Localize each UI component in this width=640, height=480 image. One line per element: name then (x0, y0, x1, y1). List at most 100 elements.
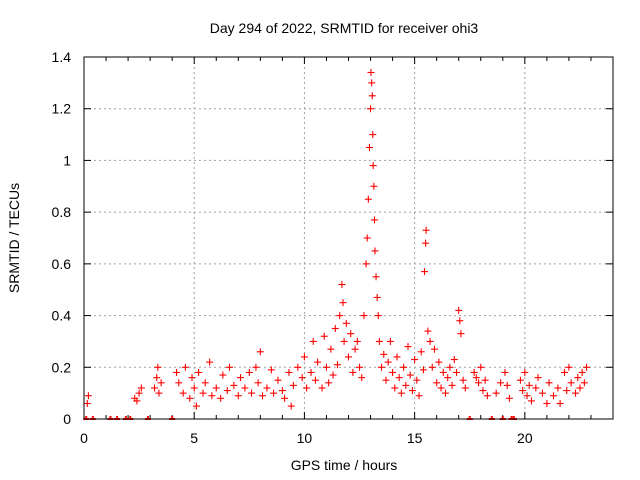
plot-frame (83, 56, 614, 420)
data-point (492, 389, 500, 397)
x-tick-label: 5 (190, 430, 198, 446)
data-point (545, 379, 553, 387)
data-point (340, 337, 348, 345)
data-point (245, 368, 253, 376)
data-point (477, 363, 485, 371)
data-point (256, 348, 264, 356)
data-point (349, 368, 357, 376)
data-point (450, 356, 458, 364)
data-point (254, 379, 262, 387)
data-point (294, 363, 302, 371)
data-point (259, 392, 267, 400)
data-point (580, 379, 588, 387)
data-point (428, 363, 436, 371)
data-point (188, 374, 196, 382)
data-point (472, 374, 480, 382)
data-point (248, 389, 256, 397)
data-point (333, 361, 341, 369)
y-tick-label: 1.2 (52, 101, 72, 117)
data-point (521, 368, 529, 376)
data-point (241, 384, 249, 392)
data-point (543, 399, 551, 407)
data-point (574, 374, 582, 382)
data-point (342, 319, 350, 327)
data-point (368, 79, 376, 87)
data-point (173, 368, 181, 376)
y-tick-label: 0.8 (52, 204, 72, 220)
data-point (400, 363, 408, 371)
data-point (303, 384, 311, 392)
data-point (225, 363, 233, 371)
data-point (329, 371, 337, 379)
data-point (347, 330, 355, 338)
data-point (327, 345, 335, 353)
data-point (274, 376, 282, 384)
data-point (549, 392, 557, 400)
data-point (363, 234, 371, 242)
data-point (386, 337, 394, 345)
data-point (208, 392, 216, 400)
data-point (372, 273, 380, 281)
data-point (424, 327, 432, 335)
data-point (563, 387, 571, 395)
data-point (358, 374, 366, 382)
data-point (421, 268, 429, 276)
data-point (415, 392, 423, 400)
x-tick-label: 0 (80, 430, 88, 446)
data-point (339, 299, 347, 307)
data-point (373, 293, 381, 301)
data-point (133, 397, 141, 405)
data-point (338, 281, 346, 289)
data-point (453, 368, 461, 376)
data-point (351, 345, 359, 353)
data-point (311, 376, 319, 384)
data-point (298, 374, 306, 382)
data-point (523, 392, 531, 400)
data-point (561, 368, 569, 376)
data-point (230, 381, 238, 389)
data-point (367, 105, 375, 113)
data-point (565, 363, 573, 371)
data-point (336, 312, 344, 320)
data-point (479, 387, 487, 395)
data-point (439, 368, 447, 376)
data-point (505, 394, 513, 402)
y-tick-label: 1 (63, 152, 71, 168)
data-point (578, 368, 586, 376)
data-point (413, 376, 421, 384)
data-point (525, 381, 533, 389)
data-point (322, 363, 330, 371)
data-point (278, 387, 286, 395)
data-point (369, 131, 377, 139)
data-point (155, 389, 163, 397)
data-point (459, 376, 467, 384)
data-point (154, 363, 162, 371)
data-point (435, 358, 443, 366)
data-point (378, 363, 386, 371)
data-point (206, 358, 214, 366)
data-point (456, 317, 464, 325)
data-point (331, 325, 339, 332)
data-point (289, 381, 297, 389)
data-point (212, 384, 220, 392)
data-point (516, 376, 524, 384)
data-point (446, 363, 454, 371)
data-point (497, 379, 505, 387)
data-point (285, 368, 293, 376)
data-point (556, 399, 564, 407)
data-point (417, 348, 425, 356)
data-point (444, 374, 452, 382)
data-point (404, 343, 412, 351)
axis-ticks (83, 56, 613, 420)
data-point (263, 384, 271, 392)
data-point (411, 356, 419, 364)
data-point (360, 312, 368, 320)
data-point (371, 216, 379, 224)
data-point (375, 337, 383, 345)
data-point (576, 384, 584, 392)
data-point (406, 371, 414, 379)
data-point (135, 389, 143, 397)
data-point (287, 402, 295, 410)
data-point (365, 144, 373, 151)
data-point (345, 353, 352, 361)
